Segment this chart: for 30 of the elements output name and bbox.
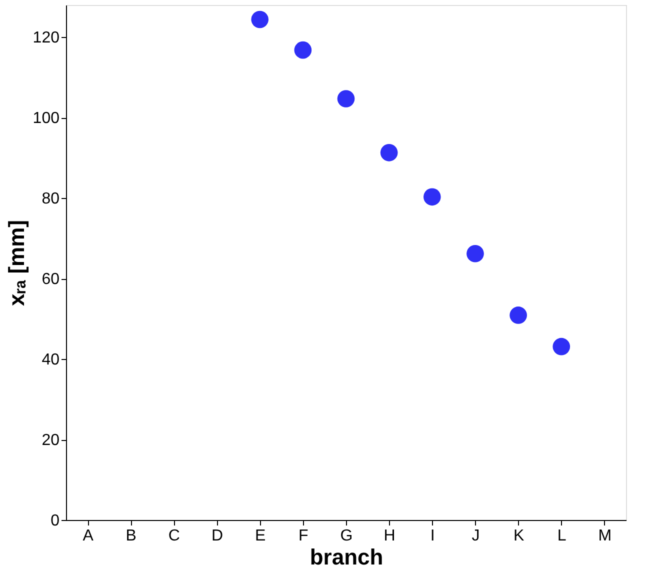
x-tick-label: B [126,528,136,544]
point [337,90,355,108]
x-tick-label: D [211,528,224,544]
point [294,41,312,59]
x-tick-label: L [557,528,566,544]
x-tick-label: G [340,528,353,544]
x-axis-title: branch [310,544,384,570]
point [423,188,441,206]
point [510,306,527,324]
x-tick-label: C [168,528,180,544]
x-tick-label: M [598,528,612,544]
y-tick-label: 100 [32,110,60,128]
point [552,338,570,356]
x-tick-label: K [513,528,524,544]
y-tick-label: 60 [42,271,60,288]
x-tick-label: I [430,528,435,544]
y-axis-title: xᵣₐ [mm] [4,220,29,306]
point [380,144,398,162]
x-tick-label: E [255,528,266,544]
x-tick-label: A [82,528,94,544]
y-tick-label: 40 [42,352,60,369]
y-tick-label: 0 [50,512,60,530]
x-tick-label: J [472,528,480,544]
point [251,10,269,28]
y-tick-label: 80 [42,190,60,208]
y-tick-label: 120 [32,30,60,47]
x-tick-label: H [384,528,396,544]
x-tick-label: F [298,528,309,544]
y-tick-label: 20 [42,432,60,450]
point [466,245,484,262]
